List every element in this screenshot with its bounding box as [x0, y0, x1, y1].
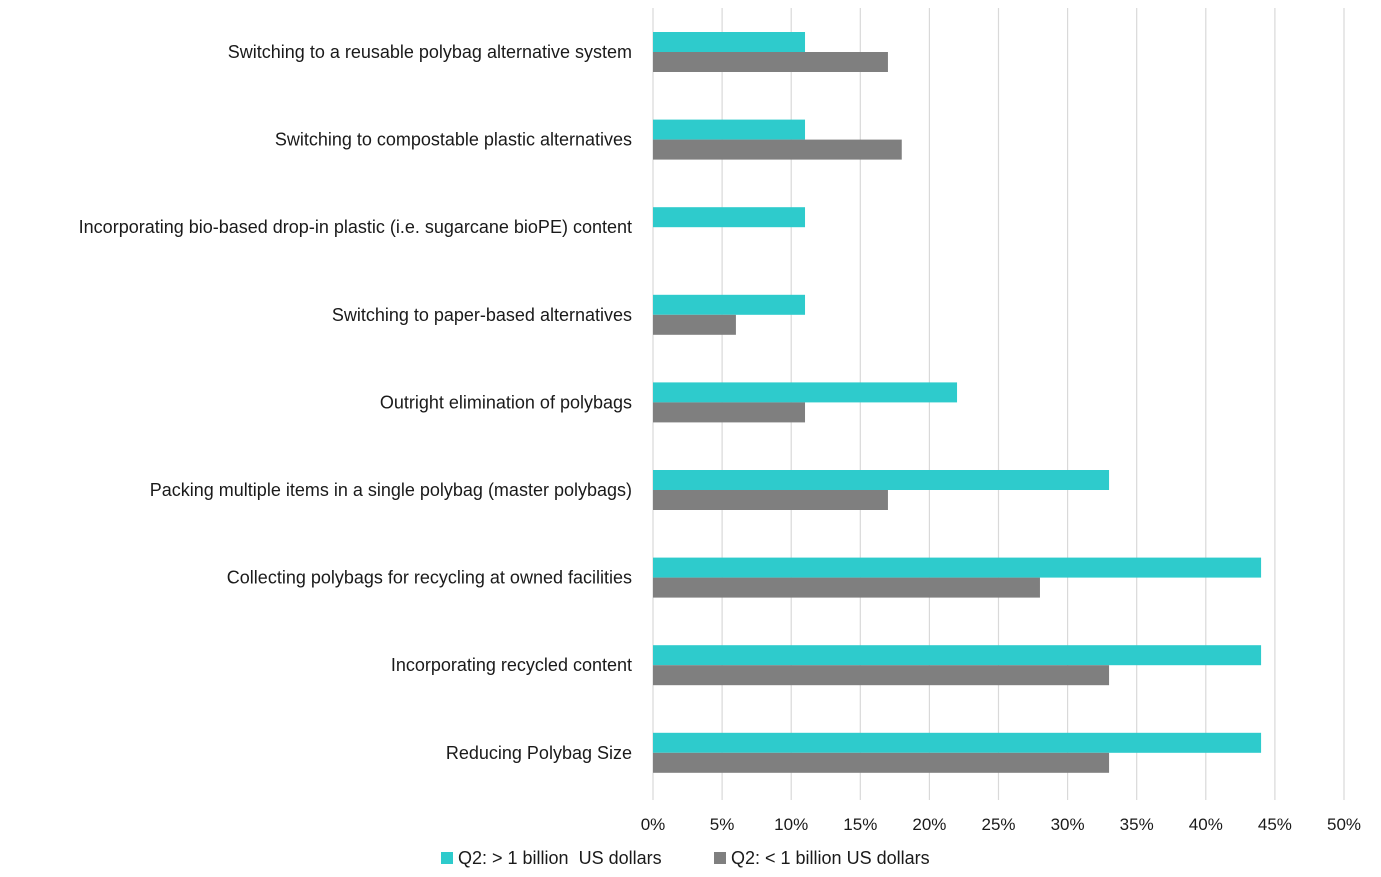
category-labels: Switching to a reusable polybag alternat… — [79, 42, 632, 763]
x-tick-label: 20% — [912, 815, 946, 834]
legend: Q2: > 1 billion US dollars Q2: < 1 billio… — [441, 848, 930, 868]
bar-series-1 — [653, 732, 1262, 753]
bar-series-1 — [653, 32, 806, 52]
x-tick-label: 35% — [1120, 815, 1154, 834]
bar-series-1 — [653, 294, 806, 315]
bar-series-2 — [653, 577, 1040, 598]
category-label: Incorporating recycled content — [391, 655, 632, 675]
x-tick-label: 25% — [981, 815, 1015, 834]
x-tick-label: 50% — [1327, 815, 1361, 834]
legend-label: Q2: < 1 billion US dollars — [731, 848, 930, 868]
category-label: Outright elimination of polybags — [380, 392, 632, 412]
x-tick-label: 10% — [774, 815, 808, 834]
category-label: Switching to compostable plastic alterna… — [275, 130, 632, 150]
bar-series-1 — [653, 382, 958, 403]
category-label: Switching to paper-based alternatives — [332, 305, 632, 325]
legend-swatch — [714, 852, 726, 864]
x-tick-label: 40% — [1189, 815, 1223, 834]
bar-series-2 — [653, 52, 888, 72]
category-label: Switching to a reusable polybag alternat… — [228, 42, 632, 62]
bar-series-2 — [653, 314, 736, 335]
x-tick-label: 5% — [710, 815, 735, 834]
bar-series-1 — [653, 119, 806, 140]
x-tick-label: 45% — [1258, 815, 1292, 834]
x-tick-label: 15% — [843, 815, 877, 834]
bar-series-2 — [653, 139, 902, 160]
category-label: Incorporating bio-based drop-in plastic … — [79, 217, 632, 237]
bar-series-2 — [653, 490, 888, 510]
legend-swatch — [441, 852, 453, 864]
category-label: Packing multiple items in a single polyb… — [150, 480, 632, 500]
bar-series-1 — [653, 207, 806, 228]
x-tick-labels: 0% 5% 10% 15% 20% 25% 30% 35% 40% 45% 50% — [641, 815, 1361, 834]
bars — [653, 32, 1262, 773]
bar-series-1 — [653, 645, 1262, 666]
category-label: Collecting polybags for recycling at own… — [227, 568, 632, 588]
x-tick-label: 0% — [641, 815, 666, 834]
bar-series-1 — [653, 470, 1110, 490]
bar-series-2 — [653, 752, 1110, 773]
bar-series-2 — [653, 402, 806, 423]
category-label: Reducing Polybag Size — [446, 743, 632, 763]
bar-series-1 — [653, 557, 1262, 578]
bar-series-2 — [653, 665, 1110, 686]
x-tick-label: 30% — [1051, 815, 1085, 834]
legend-label: Q2: > 1 billion US dollars — [458, 848, 662, 868]
